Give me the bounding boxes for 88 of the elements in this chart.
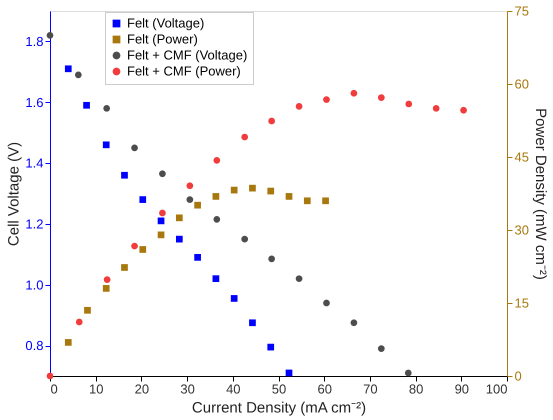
y2-tick-label: 15 xyxy=(514,296,529,310)
point xyxy=(378,94,385,101)
point xyxy=(268,118,275,124)
point xyxy=(46,32,54,39)
point xyxy=(139,196,146,203)
point xyxy=(131,144,138,152)
point xyxy=(323,96,330,103)
y-tick-label: 0.8 xyxy=(25,338,44,354)
point xyxy=(241,236,248,242)
y-tick-label: 1.4 xyxy=(25,156,44,171)
point xyxy=(405,100,412,108)
point xyxy=(74,72,82,78)
y2-tick-label: 60 xyxy=(514,76,529,92)
point xyxy=(104,276,110,283)
point xyxy=(432,104,440,112)
y2-axis-title: Power Density (mW cm⁻²) xyxy=(532,108,549,280)
point xyxy=(158,232,164,238)
y2-tick-label: 75 xyxy=(514,4,529,18)
point xyxy=(212,193,220,200)
point xyxy=(286,370,292,376)
point xyxy=(194,254,201,261)
point xyxy=(102,285,110,292)
point xyxy=(350,90,358,97)
point xyxy=(213,157,220,164)
x-tick-label: 100 xyxy=(486,382,508,396)
x-axis-title: Current Density (mA cm⁻²) xyxy=(192,400,366,416)
point xyxy=(350,319,358,326)
legend-label: Felt (Voltage) xyxy=(127,16,204,30)
x-tick-label: 40 xyxy=(226,382,241,396)
point xyxy=(322,197,329,204)
point xyxy=(241,134,248,140)
y2-tick-label: 30 xyxy=(514,222,529,238)
point xyxy=(121,264,128,271)
point xyxy=(158,218,164,224)
y-tick-label: 1.2 xyxy=(25,216,44,232)
point xyxy=(186,196,194,203)
point xyxy=(304,197,311,204)
point xyxy=(296,103,302,110)
point xyxy=(159,210,166,216)
point xyxy=(103,104,110,112)
point xyxy=(378,345,385,352)
point xyxy=(230,186,238,194)
legend-label: Felt (Power) xyxy=(127,32,198,46)
x-tick-label: 20 xyxy=(134,382,150,396)
point xyxy=(84,306,91,314)
x-tick-label: 50 xyxy=(272,382,286,396)
y2-tick-label: 0 xyxy=(514,368,522,384)
point xyxy=(249,184,256,192)
point xyxy=(323,300,330,306)
point xyxy=(212,275,220,282)
point xyxy=(404,370,412,376)
legend-label: Felt + CMF (Voltage) xyxy=(127,48,248,62)
point xyxy=(131,242,138,250)
point xyxy=(64,65,72,72)
point xyxy=(64,339,72,346)
x-tick-label: 90 xyxy=(454,382,470,396)
point xyxy=(176,214,183,222)
point xyxy=(46,372,54,380)
point xyxy=(102,141,110,148)
x-tick-label: 70 xyxy=(363,382,378,396)
x-tick-label: 0 xyxy=(50,382,58,396)
point xyxy=(230,295,238,302)
point xyxy=(267,344,274,350)
y2-tick-label: 45 xyxy=(514,150,529,164)
point xyxy=(267,188,274,194)
y-tick-label: 1.6 xyxy=(25,94,44,110)
x-tick-label: 60 xyxy=(317,382,332,396)
x-tick-label: 80 xyxy=(408,382,424,396)
point xyxy=(76,318,83,326)
x-tick-label: 30 xyxy=(180,382,195,396)
x-tick-label: 10 xyxy=(88,382,104,396)
y-tick-label: 1.8 xyxy=(25,34,44,49)
point xyxy=(176,236,183,242)
point xyxy=(194,202,201,209)
point xyxy=(213,216,220,223)
point xyxy=(186,182,194,190)
y-axis-title: Cell Voltage (V) xyxy=(5,142,22,246)
point xyxy=(286,193,292,200)
legend-label: Felt + CMF (Power) xyxy=(127,64,241,78)
point xyxy=(296,275,302,282)
point xyxy=(139,246,146,253)
y-tick-label: 1.0 xyxy=(25,277,44,292)
point xyxy=(159,170,166,178)
point xyxy=(121,172,128,179)
point xyxy=(83,102,90,109)
point xyxy=(249,319,256,326)
point xyxy=(460,106,467,114)
point xyxy=(268,256,275,262)
